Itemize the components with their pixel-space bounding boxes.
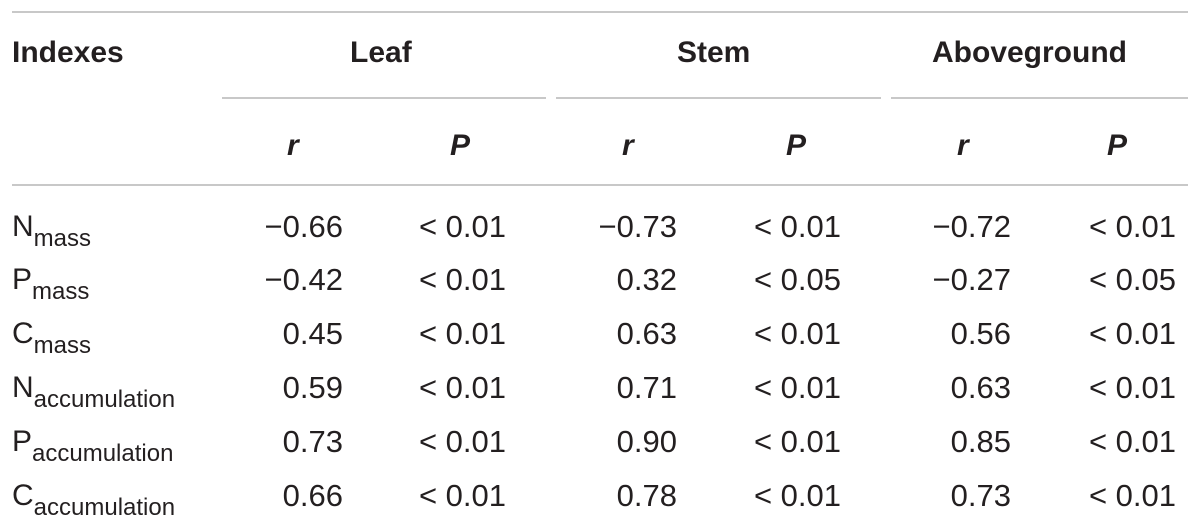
leaf-group-rule: [222, 97, 546, 99]
cell-stem-r: −0.73: [598, 209, 677, 244]
cell-leaf-p: < 0.01: [418, 478, 506, 513]
top-rule: [12, 11, 1188, 13]
row-label-main: C: [12, 479, 34, 512]
header-aboveground: Aboveground: [932, 36, 1127, 69]
cell-leaf-r: 0.59: [282, 370, 343, 405]
cell-leaf-p: < 0.01: [418, 370, 506, 405]
cell-leaf-p: < 0.01: [418, 316, 506, 351]
row-label: Nmass: [12, 210, 91, 251]
cell-stem-r: 0.78: [616, 478, 677, 513]
row-label-subscript: accumulation: [33, 386, 176, 413]
header-stem: Stem: [677, 36, 751, 69]
subheader-above-p: P: [1107, 129, 1128, 162]
cell-leaf-r: −0.66: [264, 209, 343, 244]
subheader-stem-p: P: [786, 129, 807, 162]
cell-above-r: 0.73: [950, 478, 1011, 513]
row-label-main: N: [12, 371, 34, 404]
row-label-main: N: [12, 210, 34, 243]
cell-leaf-r: −0.42: [264, 262, 343, 297]
subheader-leaf-r: r: [287, 129, 299, 162]
row-label: Paccumulation: [12, 425, 173, 466]
cell-stem-r: 0.71: [616, 370, 677, 405]
cell-above-p: < 0.05: [1088, 262, 1176, 297]
row-label: Cmass: [12, 317, 91, 358]
cell-leaf-r: 0.66: [282, 478, 343, 513]
cell-stem-r: 0.63: [616, 316, 677, 351]
aboveground-group-rule: [891, 97, 1188, 99]
cell-above-p: < 0.01: [1088, 316, 1176, 351]
cell-above-r: 0.85: [950, 424, 1011, 459]
row-label-subscript: mass: [33, 332, 92, 359]
cell-above-p: < 0.01: [1088, 209, 1176, 244]
cell-leaf-r: 0.45: [282, 316, 343, 351]
cell-stem-p: < 0.01: [753, 370, 841, 405]
cell-above-p: < 0.01: [1088, 424, 1176, 459]
row-label-main: C: [12, 317, 34, 350]
cell-above-r: 0.56: [950, 316, 1011, 351]
cell-stem-r: 0.32: [616, 262, 677, 297]
cell-stem-p: < 0.01: [753, 478, 841, 513]
cell-above-p: < 0.01: [1088, 478, 1176, 513]
cell-leaf-p: < 0.01: [418, 209, 506, 244]
subheader-leaf-p: P: [450, 129, 471, 162]
header-indexes: Indexes: [12, 36, 124, 69]
cell-leaf-r: 0.73: [282, 424, 343, 459]
cell-above-r: 0.63: [950, 370, 1011, 405]
header-leaf: Leaf: [350, 36, 412, 69]
subheader-above-r: r: [957, 129, 969, 162]
row-label-main: P: [12, 263, 33, 296]
row-label-subscript: accumulation: [33, 494, 176, 521]
row-label-subscript: accumulation: [32, 440, 174, 467]
subheader-stem-r: r: [622, 129, 634, 162]
row-label: Caccumulation: [12, 479, 175, 520]
cell-stem-p: < 0.05: [753, 262, 841, 297]
cell-above-r: −0.72: [932, 209, 1011, 244]
row-label-main: P: [12, 425, 33, 458]
cell-above-r: −0.27: [932, 262, 1011, 297]
cell-leaf-p: < 0.01: [418, 262, 506, 297]
cell-above-p: < 0.01: [1088, 370, 1176, 405]
cell-stem-p: < 0.01: [753, 424, 841, 459]
cell-leaf-p: < 0.01: [418, 424, 506, 459]
row-label-subscript: mass: [33, 225, 92, 252]
row-label: Pmass: [12, 263, 89, 304]
cell-stem-p: < 0.01: [753, 209, 841, 244]
row-label-subscript: mass: [32, 278, 90, 305]
cell-stem-p: < 0.01: [753, 316, 841, 351]
row-label: Naccumulation: [12, 371, 175, 412]
cell-stem-r: 0.90: [616, 424, 677, 459]
stem-group-rule: [556, 97, 881, 99]
header-bottom-rule: [12, 184, 1188, 186]
